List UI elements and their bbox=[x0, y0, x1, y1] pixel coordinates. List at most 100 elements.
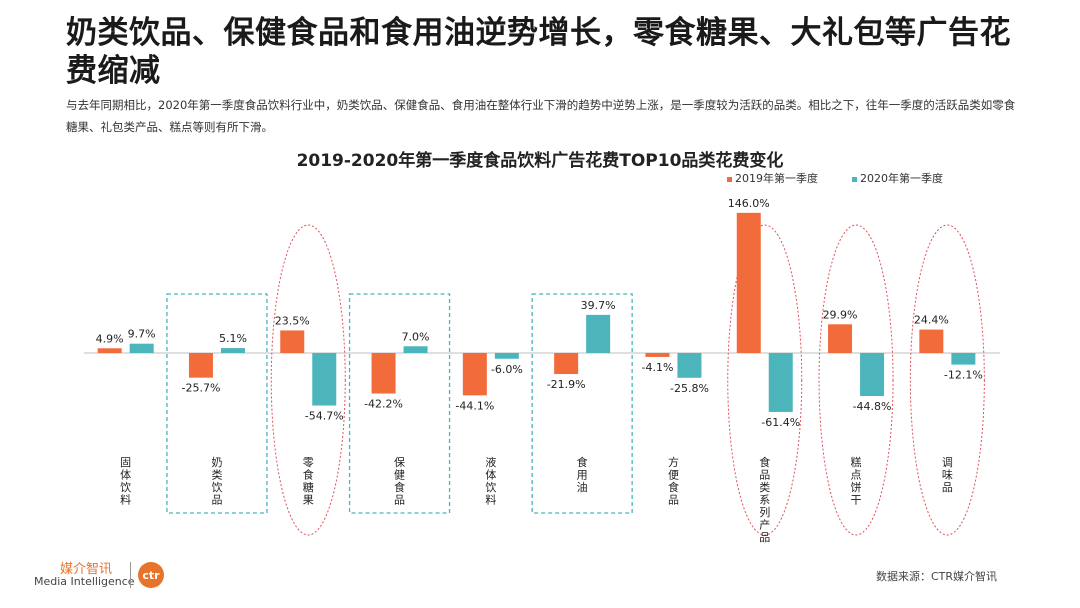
category-label: 品 bbox=[668, 494, 679, 507]
ctr-logo-icon: ctr bbox=[138, 562, 164, 588]
highlight-box bbox=[531, 293, 633, 514]
category-label: 糖 bbox=[303, 480, 314, 494]
data-label: -25.7% bbox=[181, 382, 220, 395]
category-label: 方 bbox=[668, 455, 679, 469]
category-label: 奶 bbox=[211, 455, 222, 469]
page-title: 奶类饮品、保健食品和食用油逆势增长，零食糖果、大礼包等广告花费缩减 bbox=[66, 15, 1011, 89]
category-label: 调 bbox=[942, 456, 953, 469]
category-label: 食 bbox=[668, 480, 679, 494]
bar bbox=[371, 353, 396, 394]
bar bbox=[860, 353, 885, 397]
category-label: 类 bbox=[211, 468, 222, 482]
bar bbox=[97, 348, 122, 353]
data-label: -12.1% bbox=[944, 369, 983, 382]
bar bbox=[220, 348, 245, 353]
bar bbox=[736, 212, 761, 353]
category-label: 食 bbox=[394, 480, 405, 494]
bar bbox=[312, 353, 337, 406]
category-label: 料 bbox=[485, 493, 496, 507]
category-label: 饼 bbox=[851, 480, 862, 494]
bar bbox=[129, 343, 154, 353]
category-label: 品 bbox=[211, 494, 222, 507]
bar bbox=[951, 353, 976, 365]
data-label: -25.8% bbox=[670, 382, 709, 395]
legend-swatch bbox=[852, 177, 857, 182]
category-label: 产 bbox=[759, 518, 770, 532]
logo-cn-text: 媒介智讯 bbox=[60, 562, 113, 577]
highlight-ellipse bbox=[909, 224, 985, 536]
legend-swatch bbox=[727, 177, 732, 182]
bar bbox=[462, 353, 487, 396]
data-label: -44.8% bbox=[853, 400, 892, 413]
data-label: 24.4% bbox=[914, 314, 949, 327]
bar bbox=[919, 329, 944, 353]
highlight-box bbox=[348, 293, 451, 514]
highlight-ellipse bbox=[818, 224, 894, 536]
highlight-ellipse bbox=[727, 224, 803, 536]
category-label: 点 bbox=[851, 469, 862, 482]
highlight-box bbox=[166, 293, 268, 514]
category-label: 食 bbox=[303, 468, 314, 482]
category-label: 零 bbox=[303, 456, 314, 469]
data-label: -44.1% bbox=[455, 399, 494, 412]
category-label: 列 bbox=[759, 505, 770, 519]
bar bbox=[645, 353, 670, 357]
data-label: 5.1% bbox=[219, 332, 247, 345]
bar bbox=[280, 330, 305, 353]
bar bbox=[768, 353, 793, 412]
bar bbox=[554, 353, 579, 375]
ctr-logo: 媒介智讯 Media Intelligence ctr bbox=[34, 556, 184, 592]
category-label: 品 bbox=[942, 481, 953, 494]
logo-divider bbox=[130, 562, 131, 588]
page-description: 与去年同期相比，2020年第一季度食品饮料行业中，奶类饮品、保健食品、食用油在整… bbox=[66, 98, 1016, 134]
data-label: -21.9% bbox=[547, 378, 586, 391]
category-label: 糕 bbox=[851, 455, 862, 469]
data-label: -6.0% bbox=[491, 363, 523, 376]
category-label: 食 bbox=[577, 455, 588, 469]
category-label: 油 bbox=[577, 480, 588, 494]
data-label: 23.5% bbox=[275, 314, 310, 327]
category-label: 品 bbox=[394, 494, 405, 507]
category-label: 饮 bbox=[485, 481, 496, 494]
bar bbox=[494, 353, 519, 359]
category-label: 保 bbox=[394, 455, 405, 469]
data-label: -4.1% bbox=[641, 361, 673, 374]
legend-label: 2020年第一季度 bbox=[860, 171, 943, 185]
category-label: 饮 bbox=[120, 481, 131, 494]
category-label: 液 bbox=[485, 455, 496, 469]
data-label: 4.9% bbox=[96, 332, 124, 345]
category-label: 类 bbox=[759, 480, 770, 494]
category-label: 料 bbox=[120, 493, 131, 507]
category-label: 用 bbox=[577, 469, 588, 482]
category-label: 体 bbox=[120, 468, 131, 482]
category-label: 味 bbox=[942, 469, 953, 482]
data-label: 29.9% bbox=[823, 308, 858, 321]
category-label: 健 bbox=[394, 469, 405, 482]
category-label: 系 bbox=[759, 494, 770, 507]
category-label: 便 bbox=[668, 469, 679, 482]
logo-en-text: Media Intelligence bbox=[34, 575, 135, 588]
category-label: 饮 bbox=[211, 481, 222, 494]
bar bbox=[586, 314, 611, 353]
bar bbox=[403, 346, 428, 353]
category-label: 食 bbox=[759, 455, 770, 469]
bar bbox=[828, 324, 853, 353]
category-label: 体 bbox=[485, 468, 496, 482]
data-label: 9.7% bbox=[128, 328, 156, 341]
category-label: 果 bbox=[303, 494, 314, 507]
data-label: -54.7% bbox=[305, 410, 344, 423]
chart-title: 2019-2020年第一季度食品饮料广告花费TOP10品类花费变化 bbox=[296, 151, 784, 171]
category-label: 品 bbox=[759, 469, 770, 482]
highlight-ellipse bbox=[270, 224, 346, 536]
bar bbox=[677, 353, 702, 378]
data-label: 39.7% bbox=[581, 299, 616, 312]
category-label: 固 bbox=[120, 456, 131, 469]
data-label: -42.2% bbox=[364, 398, 403, 411]
legend-label: 2019年第一季度 bbox=[735, 171, 818, 185]
bar bbox=[188, 353, 213, 378]
data-label: 7.0% bbox=[402, 330, 430, 343]
category-label: 干 bbox=[851, 494, 862, 507]
data-label: -61.4% bbox=[761, 416, 800, 429]
data-source: 数据来源：CTR媒介智讯 bbox=[876, 570, 998, 583]
